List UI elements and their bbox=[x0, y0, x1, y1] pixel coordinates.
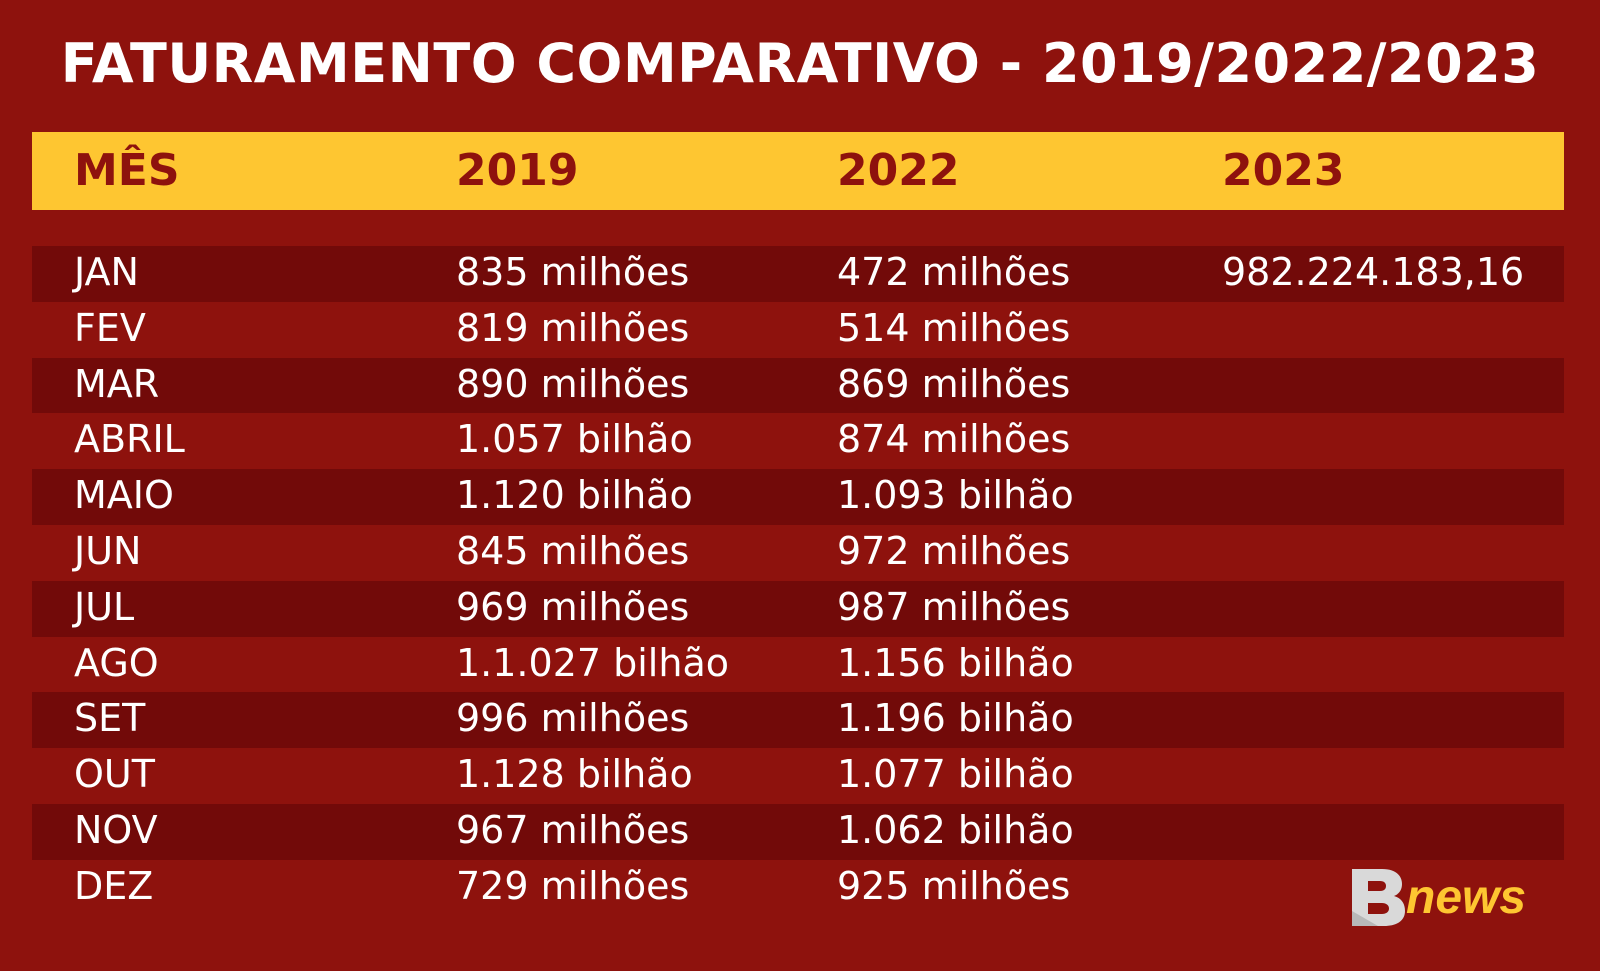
table-header: MÊS 2019 2022 2023 bbox=[32, 132, 1564, 210]
cell-value-2019: 890 milhões bbox=[456, 361, 690, 406]
cell-value-2019: 819 milhões bbox=[456, 305, 690, 350]
cell-value-2022: 874 milhões bbox=[837, 417, 1071, 462]
cell-month: JAN bbox=[74, 250, 139, 294]
logo-news-text: news bbox=[1406, 871, 1526, 924]
bnews-logo: news bbox=[1352, 869, 1526, 926]
cell-value-2023: 982.224.183,16 bbox=[1222, 250, 1525, 294]
table-row: ABRIL 1.057 bilhão 874 milhões bbox=[32, 413, 1564, 469]
cell-value-2022: 987 milhões bbox=[837, 584, 1071, 629]
header-2023: 2023 bbox=[1222, 145, 1345, 196]
cell-month: NOV bbox=[74, 807, 158, 852]
cell-value-2019: 1.128 bilhão bbox=[456, 752, 693, 797]
cell-value-2019: 1.1.027 bilhão bbox=[456, 640, 729, 685]
table-row: MAIO 1.120 bilhão 1.093 bilhão bbox=[32, 469, 1564, 525]
cell-value-2022: 472 milhões bbox=[837, 250, 1071, 294]
cell-value-2022: 1.077 bilhão bbox=[837, 752, 1074, 797]
cell-month: FEV bbox=[74, 305, 146, 350]
cell-value-2019: 969 milhões bbox=[456, 584, 690, 629]
table-row: DEZ 729 milhões 925 milhões bbox=[32, 860, 1564, 916]
cell-month: JUN bbox=[74, 528, 142, 573]
cell-value-2022: 1.156 bilhão bbox=[837, 640, 1074, 685]
cell-month: MAIO bbox=[74, 473, 174, 518]
logo-b-shadow bbox=[1352, 911, 1378, 926]
cell-value-2019: 996 milhões bbox=[456, 696, 690, 741]
cell-month: MAR bbox=[74, 361, 160, 406]
cell-month: JUL bbox=[74, 584, 135, 629]
cell-month: OUT bbox=[74, 752, 155, 797]
table-row: MAR 890 milhões 869 milhões bbox=[32, 357, 1564, 414]
table-row: FEV 819 milhões 514 milhões bbox=[32, 302, 1564, 358]
cell-month: ABRIL bbox=[74, 417, 185, 462]
cell-value-2019: 1.057 bilhão bbox=[456, 417, 693, 462]
table-row: JAN 835 milhões 472 milhões 982.224.183,16 bbox=[32, 246, 1564, 302]
page-title: FATURAMENTO COMPARATIVO - 2019/2022/2023 bbox=[60, 32, 1540, 95]
logo-b-shape bbox=[1352, 869, 1405, 926]
table-row: AGO 1.1.027 bilhão 1.156 bilhão bbox=[32, 637, 1564, 693]
table-row: JUN 845 milhões 972 milhões bbox=[32, 525, 1564, 581]
cell-month: DEZ bbox=[74, 863, 154, 908]
table-row: OUT 1.128 bilhão 1.077 bilhão bbox=[32, 748, 1564, 804]
cell-value-2019: 1.120 bilhão bbox=[456, 473, 693, 518]
header-2022: 2022 bbox=[837, 145, 960, 196]
cell-value-2022: 869 milhões bbox=[837, 361, 1071, 406]
cell-month: SET bbox=[74, 696, 146, 741]
cell-value-2022: 925 milhões bbox=[837, 863, 1071, 908]
cell-value-2019: 845 milhões bbox=[456, 528, 690, 573]
cell-value-2022: 1.062 bilhão bbox=[837, 807, 1074, 852]
table-row: JUL 969 milhões 987 milhões bbox=[32, 580, 1564, 637]
table-row: NOV 967 milhões 1.062 bilhão bbox=[32, 803, 1564, 860]
cell-value-2022: 514 milhões bbox=[837, 305, 1071, 350]
cell-value-2019: 835 milhões bbox=[456, 250, 690, 294]
table-body: JAN 835 milhões 472 milhões 982.224.183,16 F… bbox=[32, 246, 1564, 916]
cell-value-2022: 1.196 bilhão bbox=[837, 696, 1074, 741]
cell-value-2022: 1.093 bilhão bbox=[837, 473, 1074, 518]
cell-month: AGO bbox=[74, 640, 159, 685]
header-2019: 2019 bbox=[456, 145, 579, 196]
cell-value-2019: 967 milhões bbox=[456, 807, 690, 852]
table-row: SET 996 milhões 1.196 bilhão bbox=[32, 692, 1564, 749]
cell-value-2022: 972 milhões bbox=[837, 528, 1071, 573]
header-month: MÊS bbox=[74, 145, 180, 196]
cell-value-2019: 729 milhões bbox=[456, 863, 690, 908]
